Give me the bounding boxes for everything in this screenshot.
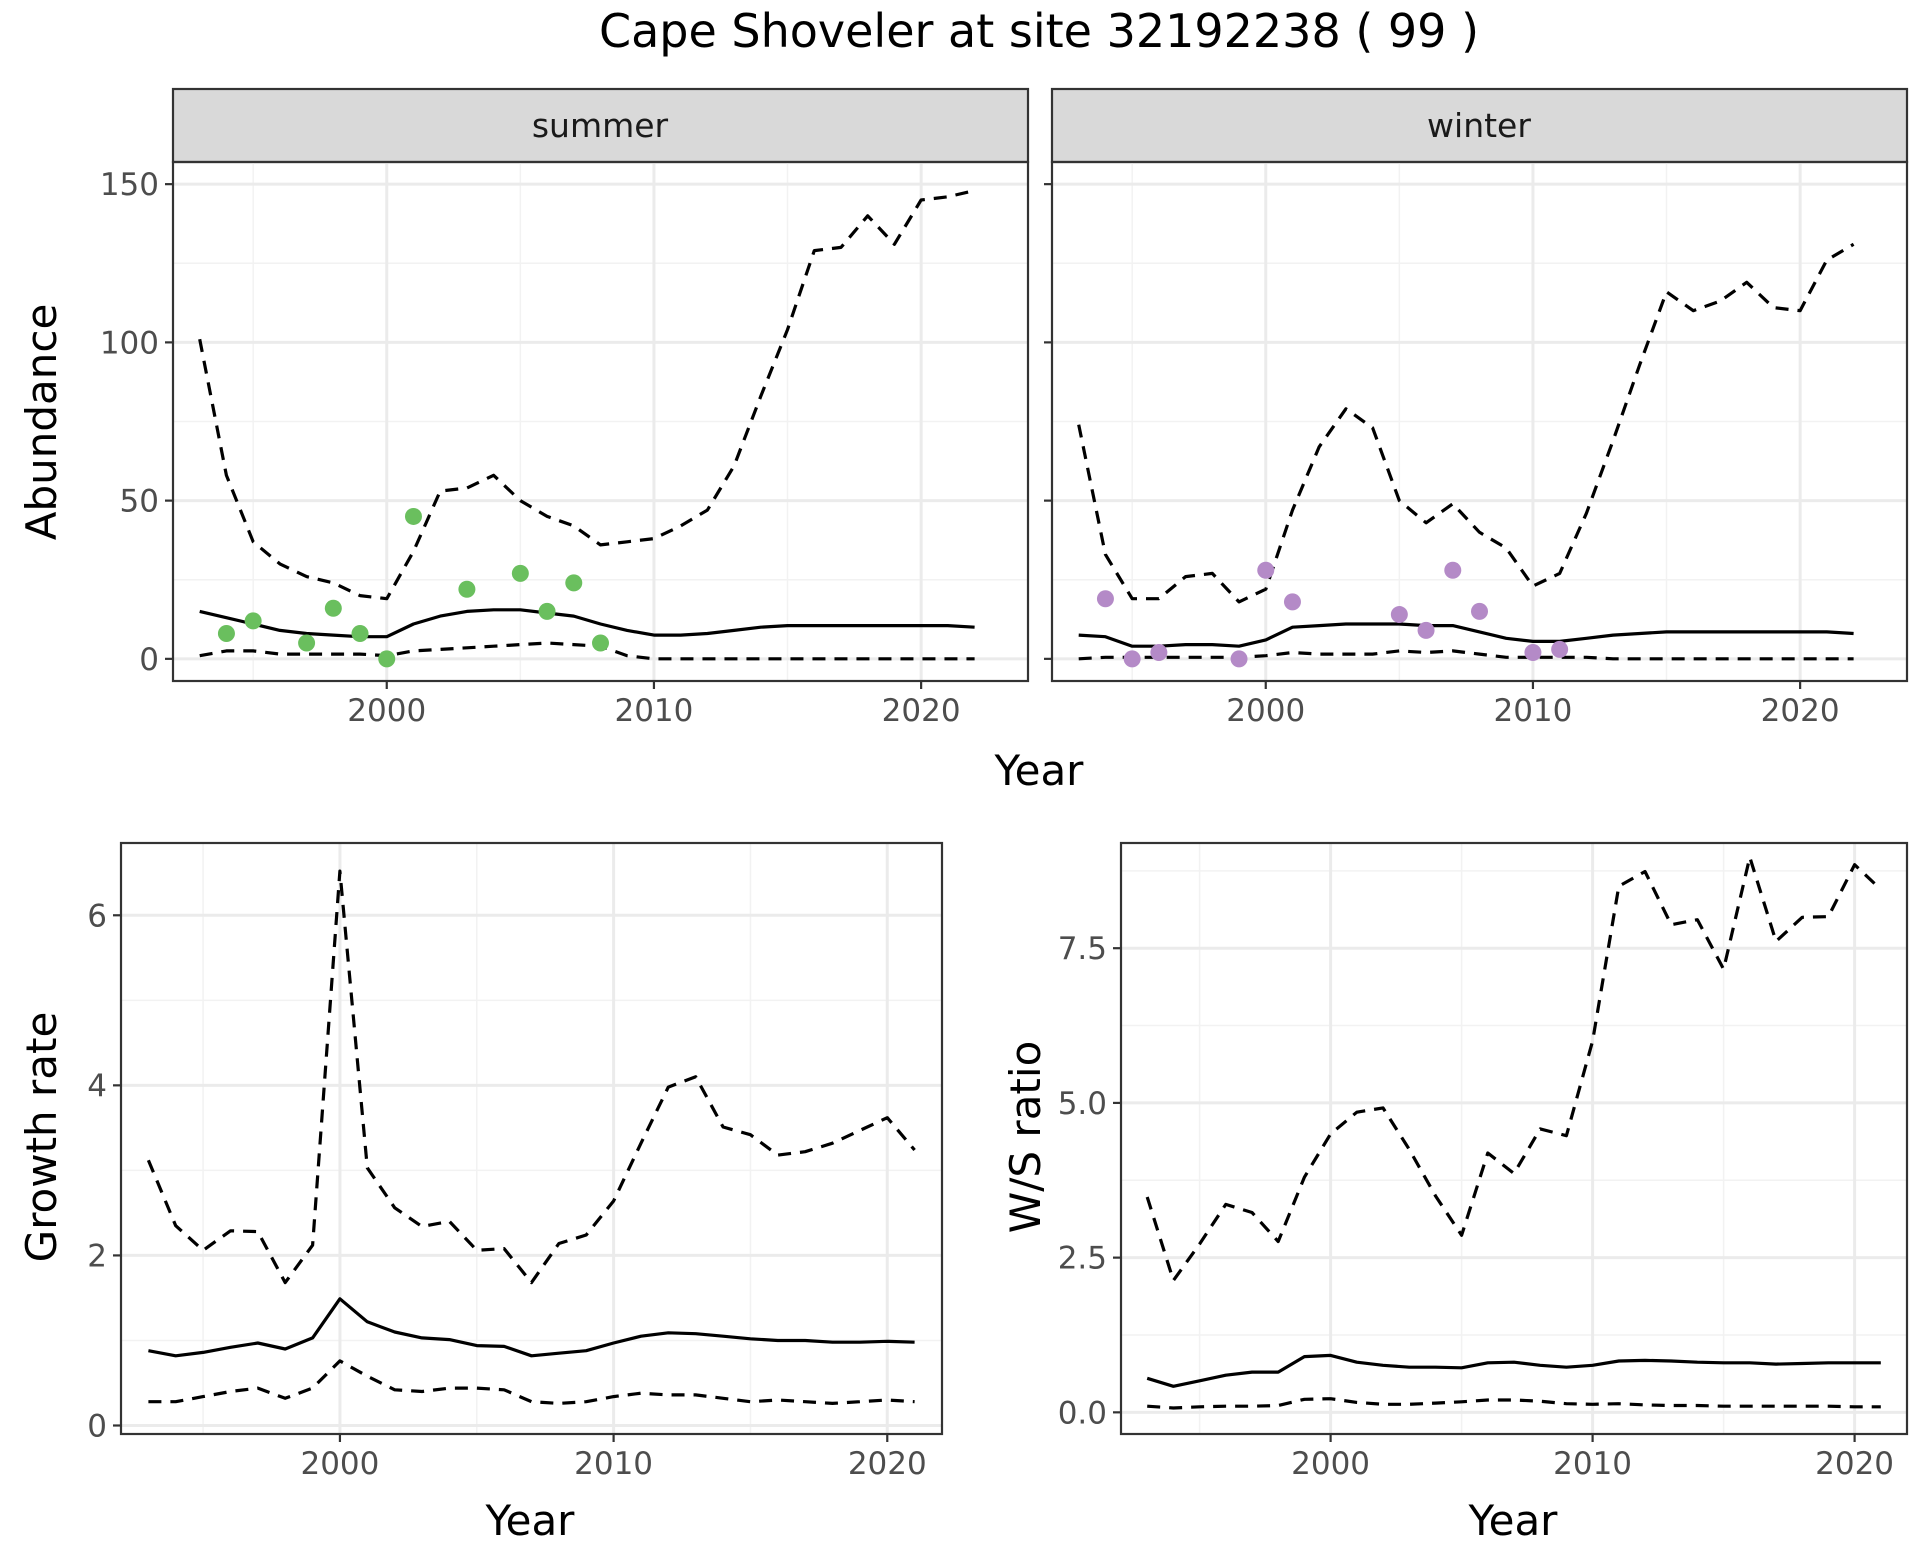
- growth-series-upper: [146, 869, 916, 1285]
- summer-y-tick-label: 100: [100, 325, 159, 361]
- panel-ratio: 2000 2010 2020 0.0 2.5 5.0 7.5: [1058, 841, 1909, 1482]
- panel-winter: 2000 2010 2020: [1044, 160, 1909, 729]
- ratio-panel-border: [1119, 841, 1909, 1436]
- growth-y-tick-label: 2: [87, 1238, 107, 1274]
- summer-data-point: [511, 564, 529, 582]
- growth-y-tick-label: 4: [87, 1068, 107, 1104]
- strip-winter: winter: [1050, 87, 1909, 164]
- strip-summer: summer: [171, 87, 1030, 164]
- winter-data-point: [1283, 593, 1301, 611]
- chart-title: Cape Shoveler at site 32192238 ( 99 ): [599, 4, 1479, 58]
- growth-y-tick-label: 0: [87, 1408, 107, 1444]
- winter-data-point: [1471, 602, 1488, 620]
- winter-data-point: [1551, 640, 1569, 658]
- ratio-y-axis-title: W/S ratio: [1001, 1041, 1050, 1234]
- summer-data-point: [378, 650, 396, 668]
- summer-data-point: [351, 625, 369, 643]
- growth-x-tick-label: 2010: [574, 1446, 653, 1482]
- summer-y-tick-label: 0: [139, 642, 159, 678]
- top-x-axis-title: Year: [994, 746, 1085, 795]
- summer-series-lower: [199, 641, 975, 661]
- ratio-x-tick-label: 2010: [1553, 1446, 1632, 1482]
- abundance-y-axis-title: Abundance: [17, 304, 66, 541]
- summer-data-point: [217, 625, 235, 643]
- growth-series-mean: [148, 1297, 915, 1358]
- summer-data-point: [404, 507, 422, 525]
- summer-x-tick-label: 2020: [882, 693, 961, 729]
- winter-series-mean: [1078, 622, 1854, 648]
- winter-x-tick-label: 2000: [1226, 693, 1305, 729]
- strip-summer-label: summer: [532, 106, 669, 145]
- winter-series-upper: [1077, 242, 1855, 604]
- winter-series-lower: [1078, 649, 1854, 661]
- ratio-y-tick-label: 2.5: [1058, 1241, 1107, 1277]
- summer-data-point: [324, 599, 342, 617]
- summer-x-tick-label: 2010: [614, 693, 693, 729]
- winter-data-point: [1096, 590, 1114, 608]
- winter-data-point: [1230, 650, 1248, 668]
- ratio-y-tick-label: 7.5: [1058, 931, 1107, 967]
- summer-data-point: [244, 612, 262, 630]
- winter-data-point: [1444, 561, 1462, 579]
- panel-summer: 2000 2010 2020 0 50 100 150: [100, 160, 1030, 729]
- summer-data-point: [565, 574, 583, 592]
- winter-data-point: [1123, 650, 1141, 668]
- winter-data-point: [1417, 621, 1435, 639]
- ratio-x-axis-title: Year: [1468, 1496, 1559, 1545]
- ratio-series-lower: [1147, 1397, 1881, 1410]
- ratio-series-upper: [1145, 855, 1882, 1283]
- growth-x-axis-title: Year: [485, 1496, 576, 1545]
- summer-x-tick-label: 2000: [347, 693, 426, 729]
- strip-winter-label: winter: [1427, 106, 1531, 145]
- summer-series-upper: [198, 188, 975, 601]
- growth-y-tick-label: 6: [87, 898, 107, 934]
- ratio-x-tick-label: 2020: [1815, 1446, 1894, 1482]
- growth-x-tick-label: 2020: [848, 1446, 927, 1482]
- winter-data-point: [1150, 644, 1168, 662]
- summer-panel-border: [171, 160, 1030, 683]
- growth-x-tick-label: 2000: [300, 1446, 379, 1482]
- strip-summer-bg: [171, 87, 1030, 164]
- summer-y-tick-label: 50: [120, 484, 159, 520]
- winter-x-tick-label: 2010: [1493, 693, 1572, 729]
- growth-y-axis-title: Growth rate: [17, 1012, 66, 1263]
- winter-data-point: [1390, 606, 1408, 624]
- ratio-x-tick-label: 2000: [1291, 1446, 1370, 1482]
- winter-panel-border: [1050, 160, 1909, 683]
- ratio-y-tick-label: 5.0: [1058, 1086, 1107, 1122]
- summer-series-mean: [199, 608, 975, 639]
- summer-data-point: [538, 602, 556, 620]
- summer-y-tick-label: 150: [100, 167, 159, 203]
- summer-data-point: [298, 634, 316, 652]
- summer-data-point: [458, 580, 476, 598]
- winter-data-point: [1257, 561, 1275, 579]
- summer-data-point: [592, 634, 609, 652]
- winter-x-tick-label: 2020: [1761, 693, 1840, 729]
- ratio-series-mean: [1146, 1353, 1881, 1388]
- strip-winter-bg: [1050, 87, 1909, 164]
- growth-panel-border: [119, 841, 944, 1436]
- panel-growth: 2000 2010 2020 0 2 4 6: [87, 841, 944, 1482]
- growth-series-lower: [148, 1359, 915, 1406]
- ratio-y-tick-label: 0.0: [1058, 1395, 1107, 1431]
- winter-data-point: [1524, 644, 1542, 662]
